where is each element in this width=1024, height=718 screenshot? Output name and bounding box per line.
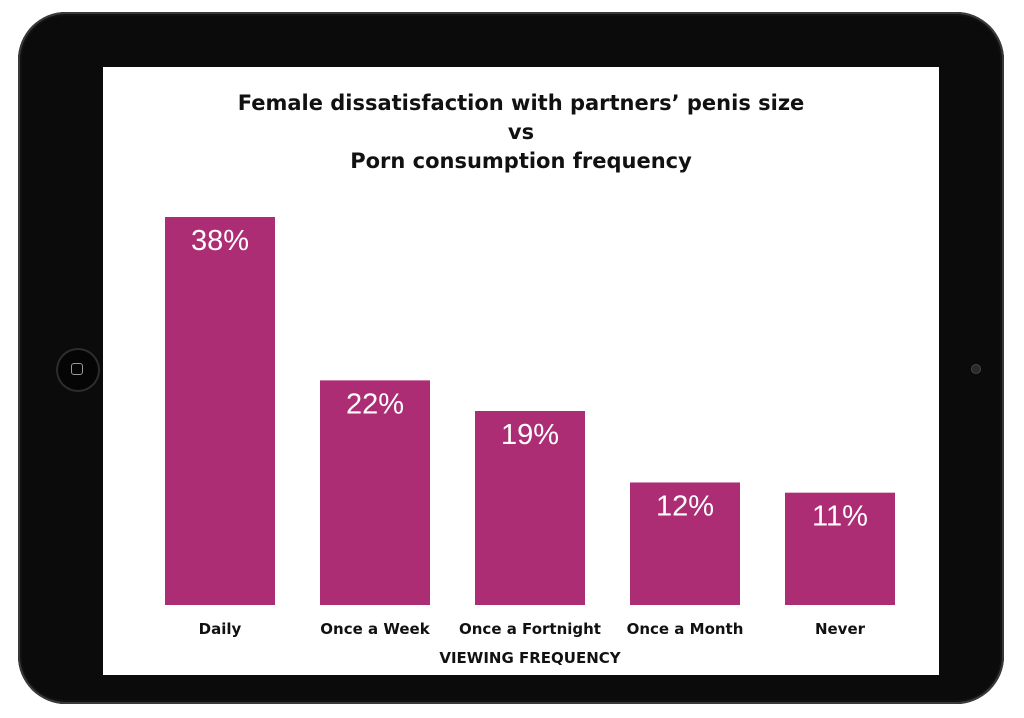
category-label-4: Never (815, 620, 866, 638)
category-label-0: Daily (199, 620, 242, 638)
category-label-1: Once a Week (320, 620, 430, 638)
category-label-2: Once a Fortnight (459, 620, 601, 638)
chart-title-line-3: Porn consumption frequency (350, 149, 692, 173)
category-labels-layer: Daily Once a Week Once a Fortnight Once a M… (199, 620, 866, 638)
chart-title-line-1: Female dissatisfaction with partners’ pe… (237, 91, 805, 115)
bars-layer: 38% 22% 19% 12% 11% (165, 217, 895, 605)
bar-value-label-2: 19% (501, 419, 559, 451)
bar-4 (785, 492, 895, 605)
bar-2 (475, 411, 585, 605)
tablet-frame: Female dissatisfaction with partners’ pe… (18, 12, 1004, 704)
home-square-icon (71, 363, 83, 375)
bar-chart: 38% 22% 19% 12% 11% Daily Once a Week Once a F… (165, 217, 895, 667)
category-label-3: Once a Month (627, 620, 744, 638)
x-axis-label: VIEWING FREQUENCY (439, 649, 621, 667)
bar-value-label-0: 38% (191, 225, 249, 257)
chart-title-line-2: vs (507, 120, 535, 144)
bar-0 (165, 217, 275, 605)
bar-1 (320, 380, 430, 605)
chart-title: Female dissatisfaction with partners’ pe… (103, 89, 939, 176)
bar-3 (630, 482, 740, 605)
bar-value-label-1: 22% (346, 388, 404, 420)
tablet-screen: Female dissatisfaction with partners’ pe… (103, 67, 939, 675)
bar-value-label-3: 12% (656, 490, 714, 522)
camera-icon (971, 364, 981, 374)
bar-value-label-4: 11% (812, 501, 868, 533)
home-button[interactable] (56, 348, 100, 392)
